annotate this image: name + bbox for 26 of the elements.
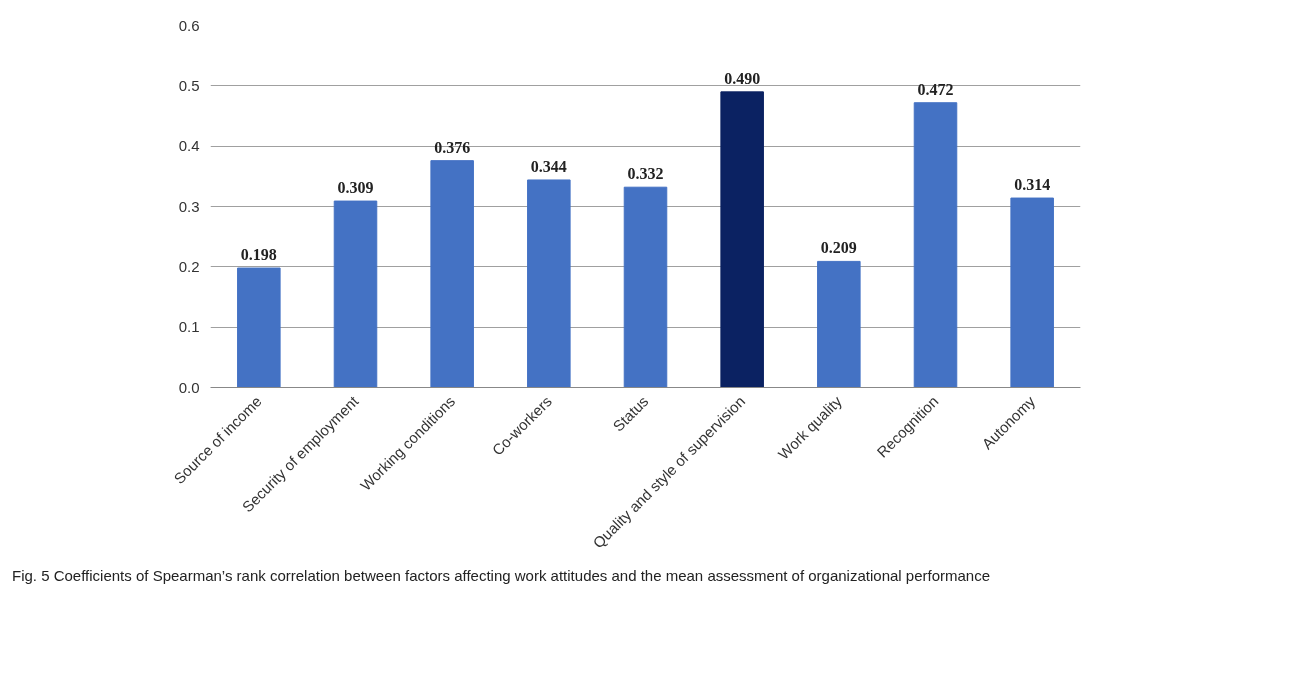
bar <box>1010 197 1054 388</box>
bar <box>237 267 281 388</box>
y-tick-label: 0.4 <box>178 137 200 155</box>
bar <box>817 260 861 388</box>
data-label: 0.314 <box>1014 176 1051 194</box>
y-tick-label: 0.6 <box>178 16 200 34</box>
caption: Fig. 5 Coefficients of Spearman’s rank correlation between factors affecting work attitudes and the mean assessment of organizational performance <box>12 566 991 586</box>
bar <box>527 179 571 388</box>
y-tick-label: 0.5 <box>178 76 200 94</box>
y-tick-label: 0.2 <box>178 257 200 275</box>
data-label: 0.490 <box>724 69 761 87</box>
bar <box>430 160 474 388</box>
data-label: 0.472 <box>917 80 954 98</box>
y-tick-label: 0.1 <box>178 318 200 336</box>
data-label: 0.198 <box>240 246 277 264</box>
data-label: 0.209 <box>820 239 857 257</box>
data-label: 0.309 <box>337 179 374 197</box>
data-label: 0.332 <box>627 165 664 183</box>
bar <box>333 200 378 388</box>
bar <box>623 186 668 388</box>
data-label: 0.376 <box>434 138 471 156</box>
bar <box>720 91 764 388</box>
y-tick-label: 0.0 <box>178 378 200 396</box>
bar <box>913 102 958 388</box>
data-label: 0.344 <box>530 157 567 175</box>
y-tick-label: 0.3 <box>178 197 200 215</box>
